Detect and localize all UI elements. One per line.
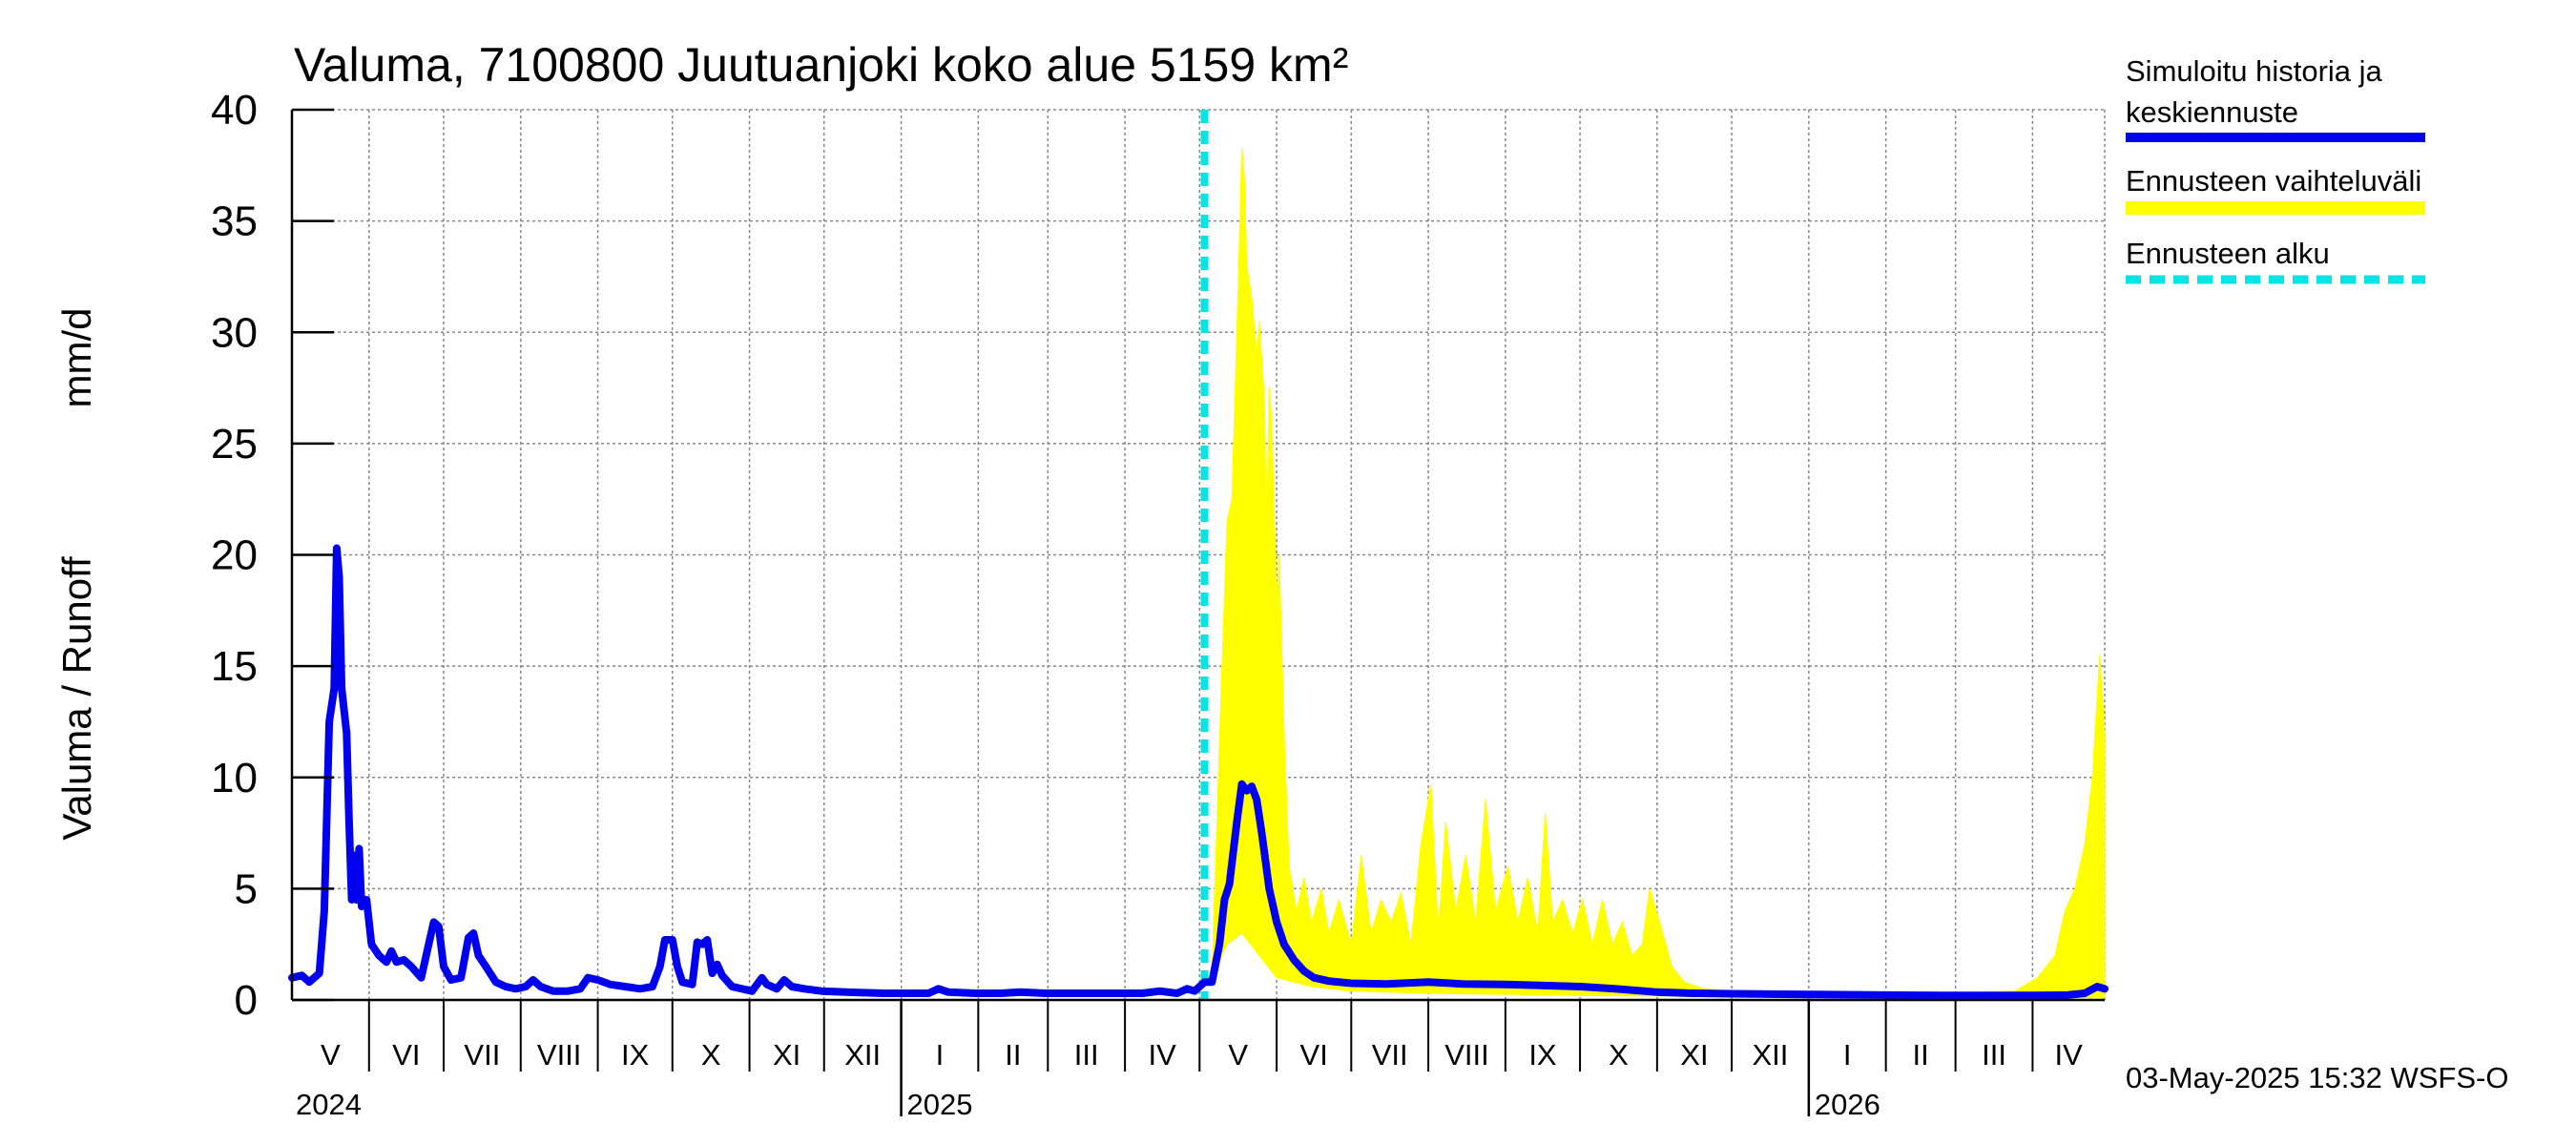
y-tick-label: 15 bbox=[211, 643, 258, 690]
legend-label-history-2: keskiennuste bbox=[2126, 95, 2298, 129]
legend-label-forecast-start: Ennusteen alku bbox=[2126, 237, 2330, 270]
x-tick-label-month: III bbox=[1074, 1038, 1099, 1072]
y-tick-label: 0 bbox=[235, 977, 258, 1024]
x-tick-label-year: 2025 bbox=[907, 1088, 973, 1121]
x-tick-label-month: VIII bbox=[537, 1038, 582, 1072]
x-tick-label-month: II bbox=[1913, 1038, 1929, 1072]
x-tick-label-month: VI bbox=[1300, 1038, 1328, 1072]
legend: Simuloitu historia ja keskiennuste Ennus… bbox=[2126, 54, 2425, 284]
x-tick-label-month: VII bbox=[464, 1038, 500, 1072]
legend-label-history-1: Simuloitu historia ja bbox=[2126, 54, 2383, 88]
x-tick-label-month: VII bbox=[1372, 1038, 1408, 1072]
legend-label-range: Ennusteen vaihteluväli bbox=[2126, 164, 2421, 198]
x-tick-label-month: X bbox=[701, 1038, 721, 1072]
x-tick-label-month: IX bbox=[1528, 1038, 1557, 1072]
y-tick-label: 20 bbox=[211, 532, 258, 579]
forecast-range-band bbox=[1204, 147, 2106, 999]
y-tick-label: 5 bbox=[235, 865, 258, 912]
x-tick-label-month: XII bbox=[844, 1038, 881, 1072]
y-tick-label: 40 bbox=[211, 87, 258, 134]
y-tick-label: 10 bbox=[211, 755, 258, 802]
x-tick-label-month: I bbox=[936, 1038, 945, 1072]
x-tick-label-year: 2026 bbox=[1815, 1088, 1880, 1121]
x-tick-label-month: VIII bbox=[1444, 1038, 1489, 1072]
x-tick-label-month: XI bbox=[773, 1038, 800, 1072]
x-tick-label-month: III bbox=[1982, 1038, 2006, 1072]
x-tick-label-month: VI bbox=[392, 1038, 420, 1072]
series-line-history bbox=[288, 544, 2109, 1000]
x-tick-label-month: XII bbox=[1752, 1038, 1788, 1072]
footer-timestamp: 03-May-2025 15:32 WSFS-O bbox=[2126, 1061, 2508, 1094]
x-tick-label-month: V bbox=[1228, 1038, 1248, 1072]
y-tick-label: 25 bbox=[211, 421, 258, 468]
x-tick-label-month: II bbox=[1005, 1038, 1021, 1072]
x-tick-label-month: IV bbox=[1149, 1038, 1177, 1072]
y-tick-label: 35 bbox=[211, 198, 258, 245]
y-axis-label-left: Valuma / Runoff bbox=[54, 556, 99, 841]
x-tick-label-year: 2024 bbox=[296, 1088, 362, 1121]
x-tick-label-month: X bbox=[1609, 1038, 1629, 1072]
x-tick-label-month: V bbox=[321, 1038, 341, 1072]
x-tick-label-month: XI bbox=[1680, 1038, 1708, 1072]
x-tick-label-month: IV bbox=[2055, 1038, 2084, 1072]
y-tick-label: 30 bbox=[211, 309, 258, 356]
chart-title: Valuma, 7100800 Juutuanjoki koko alue 51… bbox=[294, 38, 1348, 92]
y-axis-label-right: mm/d bbox=[54, 308, 99, 408]
x-tick-label-month: I bbox=[1843, 1038, 1852, 1072]
x-tick-label-month: IX bbox=[621, 1038, 650, 1072]
